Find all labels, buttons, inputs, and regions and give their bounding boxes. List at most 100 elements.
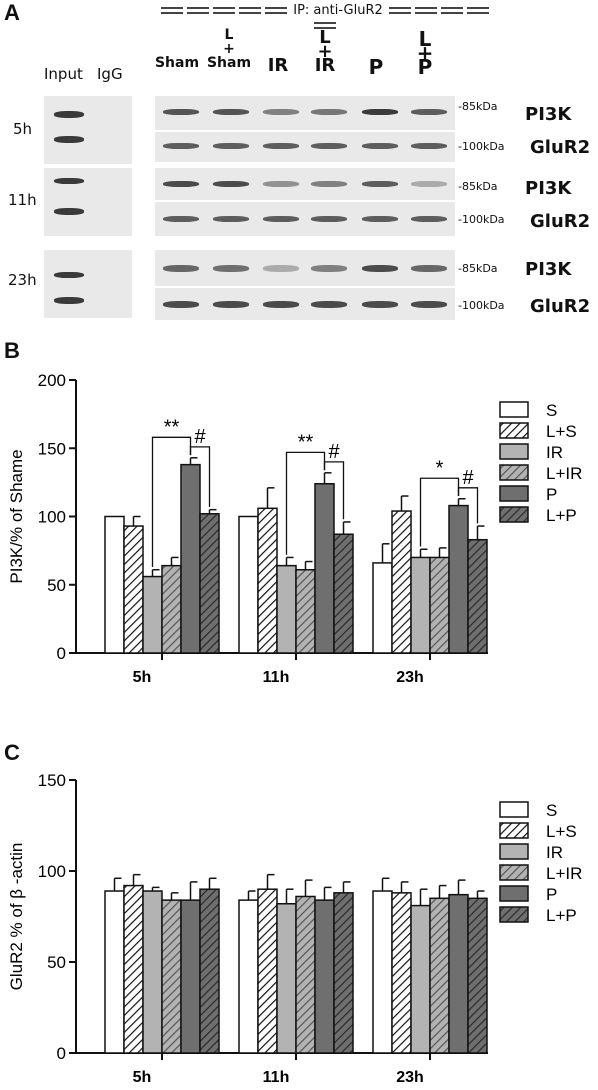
legend-swatch-l-ir (499, 464, 529, 481)
protein-pi3k-5h: PI3K (525, 104, 572, 125)
row-time-5h: 5h (13, 120, 33, 138)
blot-band (311, 301, 347, 308)
mw-pi3k-23h: -85kDa (458, 262, 498, 275)
legend-label: L+P (546, 506, 577, 525)
x-tick-label: 11h (263, 669, 290, 686)
bar-ir-23h (410, 556, 431, 654)
legend-label: L+IR (546, 464, 582, 483)
legend-label: L+IR (546, 864, 582, 883)
blot-band (311, 216, 347, 222)
significance-bracket (419, 477, 460, 547)
bar-l-ir-5h (161, 564, 182, 654)
blot-band (163, 301, 199, 308)
bar-p-5h (180, 463, 201, 654)
x-tick-label: 23h (396, 1069, 424, 1086)
bar-l-s-5h (123, 884, 144, 1054)
bar-p-11h (314, 899, 335, 1054)
bar-l-p-5h (199, 513, 220, 654)
legend-label: L+P (546, 906, 577, 925)
bar-s-5h (104, 890, 125, 1054)
bar-p-23h (448, 504, 469, 654)
y-tick-label: 50 (47, 953, 66, 972)
bar-s-11h (238, 899, 259, 1054)
blot-band (213, 143, 249, 149)
lane-label-1: Sham (154, 55, 200, 71)
bar-l-ir-23h (429, 897, 450, 1054)
y-tick-label: 0 (57, 1044, 66, 1063)
blot-band (411, 143, 447, 149)
bar-l-ir-5h (161, 899, 182, 1054)
mw-glur2-5h: -100kDa (458, 140, 505, 153)
blot-band (263, 109, 299, 115)
lane-label-2: L + Sham (206, 27, 252, 71)
bar-ir-11h (276, 564, 297, 654)
blot-band (411, 216, 447, 222)
legend-label: L+S (546, 822, 577, 841)
y-axis-label: PI3K/% of Shame (7, 449, 26, 583)
blot-band (311, 181, 347, 187)
blot-band (213, 181, 249, 187)
blot-band (411, 301, 447, 308)
bar-p-5h (180, 899, 201, 1054)
y-tick-label: 50 (47, 576, 66, 595)
blot-band (263, 301, 299, 308)
bar-l-p-5h (199, 888, 220, 1054)
bar-s-23h (372, 890, 393, 1054)
significance-label: # (462, 467, 474, 489)
x-tick-label: 11h (263, 1069, 290, 1086)
bar-l-s-11h (257, 507, 278, 654)
blot-band (362, 301, 398, 308)
bar-l-s-23h (391, 892, 412, 1054)
blot-band (163, 265, 199, 272)
ip-label: IP: anti-GluR2 (293, 3, 383, 18)
blot-band (362, 181, 398, 187)
legend-swatch-ir (499, 843, 529, 860)
panel-c-letter: C (4, 740, 20, 765)
blot-band (411, 109, 447, 115)
legend-label: IR (546, 443, 563, 462)
protein-pi3k-11h: PI3K (525, 178, 572, 199)
legend-swatch-p (499, 485, 529, 502)
igg-label: IgG (97, 65, 123, 83)
ip-blot-pi3k-5h (155, 96, 455, 130)
y-tick-label: 100 (38, 862, 66, 881)
x-tick-label: 23h (396, 669, 424, 686)
blot-band (213, 216, 249, 222)
ip-blot-glur2-5h (155, 132, 455, 162)
legend-label: P (546, 485, 557, 504)
blot-band (411, 265, 447, 272)
bar-ir-23h (410, 904, 431, 1054)
legend-label: L+S (546, 422, 577, 441)
mw-glur2-23h: -100kDa (458, 299, 505, 312)
ip-blot-glur2-23h (155, 288, 455, 320)
significance-label: ** (298, 431, 314, 453)
blot-band (411, 181, 447, 187)
bar-l-p-23h (467, 538, 488, 654)
protein-glur2-11h: GluR2 (530, 211, 591, 232)
blot-band (163, 109, 199, 115)
blot-band (362, 216, 398, 222)
bar-s-5h (104, 515, 125, 654)
ip-blot-pi3k-11h (155, 168, 455, 200)
mw-pi3k-11h: -85kDa (458, 180, 498, 193)
blot-band (213, 265, 249, 272)
blot-band (163, 143, 199, 149)
input-blot-11h (44, 168, 132, 236)
bar-p-23h (448, 893, 469, 1054)
mw-glur2-11h: -100kDa (458, 213, 505, 226)
blot-band (311, 109, 347, 115)
legend-swatch-ir (499, 443, 529, 460)
significance-bracket (285, 451, 326, 555)
significance-bracket (151, 436, 192, 568)
x-tick-label: 5h (133, 669, 152, 686)
blot-band (163, 216, 199, 222)
blot-band (263, 216, 299, 222)
protein-pi3k-23h: PI3K (525, 259, 572, 280)
bar-l-p-23h (467, 897, 488, 1054)
significance-label: # (194, 426, 206, 448)
significance-bracket (189, 446, 211, 507)
significance-label: ** (164, 416, 180, 438)
legend-label: P (546, 885, 557, 904)
row-time-11h: 11h (8, 191, 37, 209)
